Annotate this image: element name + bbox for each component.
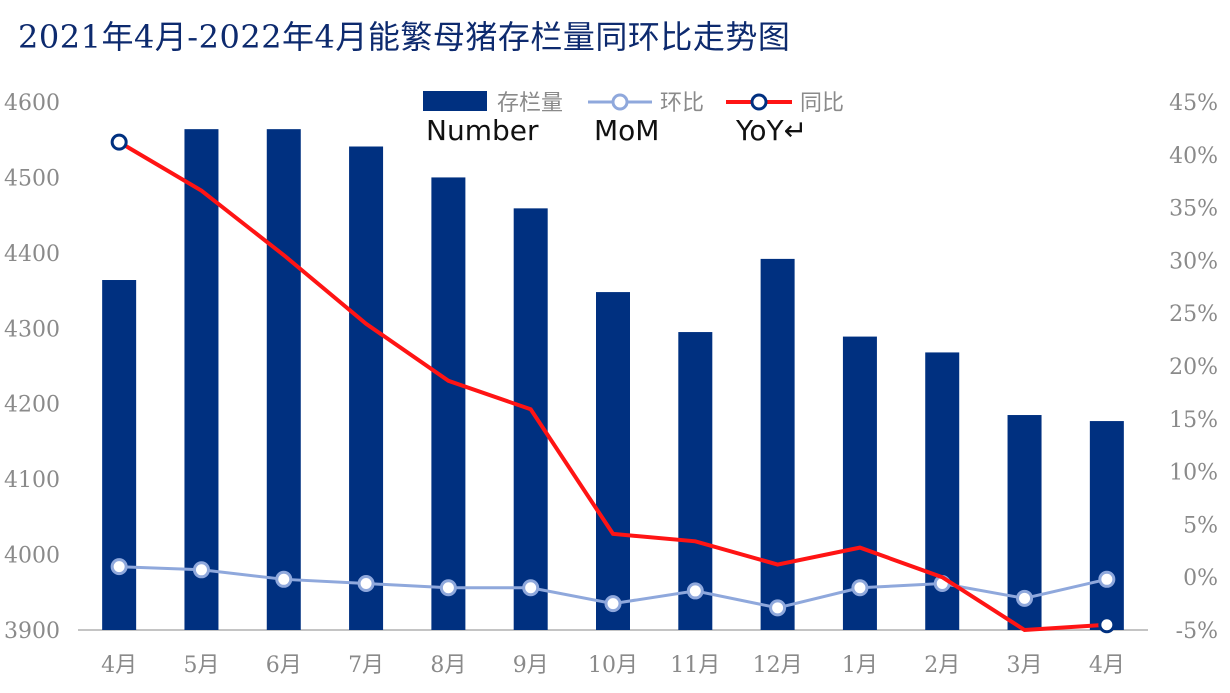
- yoy-end-point: [1098, 616, 1116, 634]
- bar: [184, 129, 219, 630]
- x-tick-label: 6月: [266, 653, 302, 678]
- x-tick-label: 1月: [842, 653, 878, 678]
- legend-label-yoy: 同比: [800, 91, 844, 116]
- x-tick-label: 11月: [670, 653, 720, 678]
- bar: [513, 208, 548, 630]
- y-right-tick-label: 25%: [1169, 302, 1218, 327]
- x-tick-label: 5月: [183, 653, 219, 678]
- bar: [760, 258, 795, 630]
- mom-point: [851, 579, 869, 597]
- legend-marker-mom: [611, 93, 629, 111]
- x-tick-label: 8月: [430, 653, 466, 678]
- x-tick-label: 4月: [101, 653, 137, 678]
- y-left-tick-label: 4600: [4, 91, 60, 116]
- mom-point: [192, 561, 210, 579]
- y-right-tick-label: 45%: [1169, 91, 1218, 116]
- bar: [266, 129, 301, 630]
- yoy-end-point: [110, 133, 128, 151]
- mom-point: [522, 579, 540, 597]
- bar: [1089, 421, 1124, 630]
- legend-marker-yoy: [750, 93, 768, 111]
- y-left-tick-label: 4200: [4, 393, 60, 418]
- mom-point: [1098, 570, 1116, 588]
- y-right-tick-label: 10%: [1169, 461, 1218, 486]
- y-right-tick-label: -5%: [1176, 619, 1218, 644]
- bar: [596, 292, 630, 630]
- mom-point: [439, 579, 457, 597]
- bar: [431, 177, 466, 630]
- mom-point: [686, 582, 704, 600]
- chart-title: 2021年4月-2022年4月能繁母猪存栏量同环比走势图: [18, 18, 791, 56]
- bar: [102, 280, 137, 630]
- x-tick-label: 7月: [348, 653, 384, 678]
- y-right-tick-label: 0%: [1183, 566, 1218, 591]
- y-left-tick-label: 4000: [4, 544, 60, 569]
- y-left-tick-label: 4100: [4, 468, 60, 493]
- y-right-tick-label: 30%: [1169, 249, 1218, 274]
- mom-point: [275, 570, 293, 588]
- y-right-tick-label: 5%: [1183, 513, 1218, 538]
- bar: [678, 332, 713, 630]
- legend-label-mom: 环比: [660, 91, 704, 116]
- mom-point: [604, 595, 622, 613]
- y-right-tick-label: 40%: [1169, 144, 1218, 169]
- y-left-tick-label: 3900: [4, 619, 60, 644]
- series-line-yoy: [118, 140, 1107, 633]
- x-tick-label: 9月: [513, 653, 549, 678]
- legend-label-number: 存栏量: [497, 91, 563, 116]
- legend-annotation-number: Number: [426, 114, 539, 147]
- bar: [349, 146, 384, 630]
- y-left-tick-label: 4400: [4, 242, 60, 267]
- legend-annotation-mom: MoM: [594, 114, 659, 147]
- y-left-tick-label: 4300: [4, 317, 60, 342]
- x-tick-label: 12月: [753, 653, 803, 678]
- y-right-tick-label: 20%: [1169, 355, 1218, 380]
- mom-point: [1016, 589, 1034, 607]
- x-tick-label: 4月: [1089, 653, 1125, 678]
- legend-swatch-bar: [423, 91, 487, 111]
- legend-annotation-yoy: YoY↵: [735, 114, 807, 147]
- mom-point: [110, 558, 128, 576]
- x-tick-label: 2月: [924, 653, 960, 678]
- y-left-tick-label: 4500: [4, 166, 60, 191]
- y-right-tick-label: 35%: [1169, 197, 1218, 222]
- mom-point: [769, 599, 787, 617]
- x-tick-label: 10月: [588, 653, 638, 678]
- x-tick-label: 3月: [1007, 653, 1043, 678]
- y-right-tick-label: 15%: [1169, 408, 1218, 433]
- mom-point: [357, 575, 375, 593]
